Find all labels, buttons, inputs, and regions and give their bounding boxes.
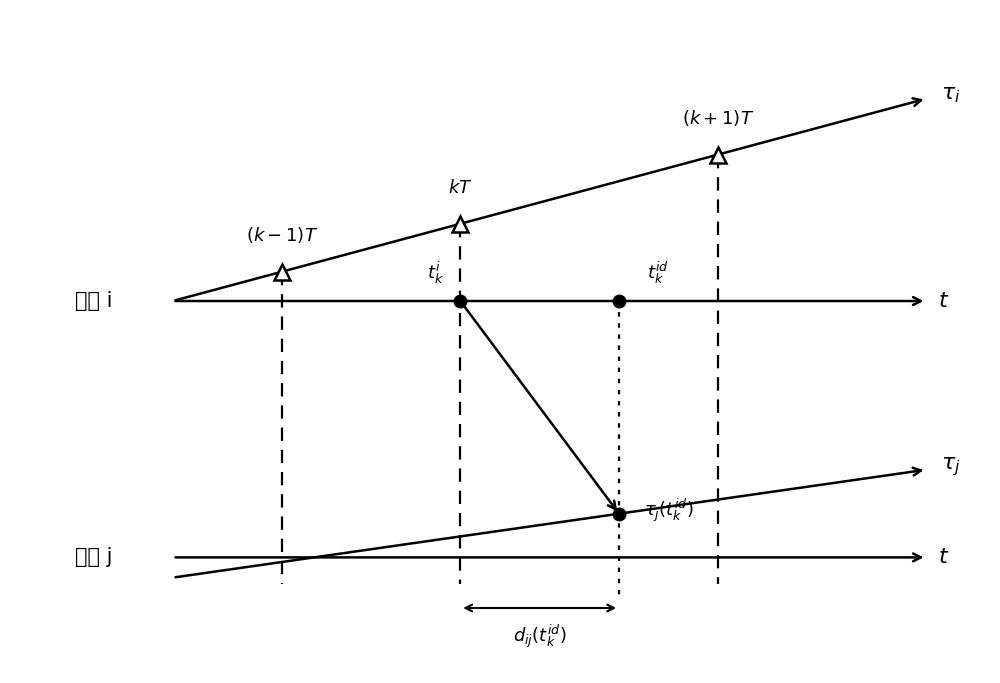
Text: $kT$: $kT$ bbox=[448, 179, 473, 197]
Text: 节点 i: 节点 i bbox=[75, 291, 112, 311]
Text: $d_{ij}(t_k^{id})$: $d_{ij}(t_k^{id})$ bbox=[513, 623, 567, 650]
Text: $\tau_j$: $\tau_j$ bbox=[941, 455, 961, 477]
Text: $(k+1)T$: $(k+1)T$ bbox=[682, 107, 754, 128]
Text: $t_k^i$: $t_k^i$ bbox=[427, 260, 444, 286]
Text: 节点 j: 节点 j bbox=[75, 547, 112, 568]
Text: $t$: $t$ bbox=[938, 291, 950, 311]
Text: $t_k^{id}$: $t_k^{id}$ bbox=[647, 260, 669, 286]
Text: $(k-1)T$: $(k-1)T$ bbox=[246, 225, 318, 245]
Text: $\tau_j(t_k^{id})$: $\tau_j(t_k^{id})$ bbox=[644, 497, 693, 524]
Text: $\tau_i$: $\tau_i$ bbox=[941, 85, 961, 105]
Text: $t$: $t$ bbox=[938, 547, 950, 568]
